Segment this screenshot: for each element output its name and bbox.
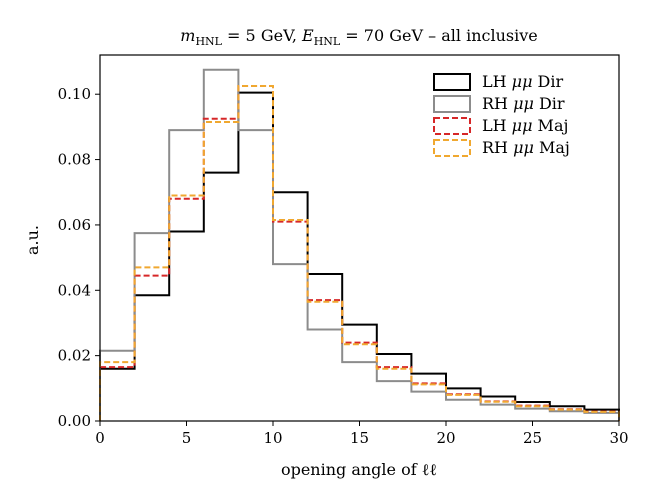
x-tick-label: 0	[95, 429, 105, 447]
series-lh-maj	[99, 85, 620, 421]
series-lh-dir	[99, 91, 620, 421]
title-e-subscript: HNL	[314, 35, 341, 48]
axes-frame	[99, 54, 620, 422]
legend-swatch	[433, 139, 471, 157]
legend-label: LH μμ Maj	[482, 116, 568, 135]
y-tick-label: 0.04	[58, 281, 91, 299]
ticks-layer: 0 5 10 15 20 25 30 0.00 0.02 0.04 0.06 0.08 0.10	[58, 85, 629, 447]
x-tick-label: 20	[436, 429, 455, 447]
title-e-symbol: E	[301, 26, 314, 45]
x-tick-label: 30	[609, 429, 628, 447]
x-tick-label: 5	[182, 429, 192, 447]
legend-label: LH μμ Dir	[482, 72, 564, 91]
legend-label: RH μμ Dir	[482, 94, 565, 113]
legend-swatch	[433, 95, 471, 113]
series-rh-maj	[99, 85, 620, 421]
title-m-symbol: m	[180, 26, 195, 45]
title-m-subscript: HNL	[195, 35, 222, 48]
title-m-value: = 5 GeV,	[222, 26, 302, 45]
y-tick-label: 0.10	[58, 85, 91, 103]
legend: LH μμ Dir RH μμ Dir LH μμ Maj RH μμ Maj	[433, 72, 570, 157]
y-tick-label: 0.02	[58, 347, 91, 365]
y-tick-label: 0.00	[58, 412, 91, 430]
y-tick-label: 0.06	[58, 216, 91, 234]
chart-title: mHNL = 5 GeV, EHNL = 70 GeV – all inclus…	[180, 26, 537, 48]
y-tick-label: 0.08	[58, 151, 91, 169]
y-axis-label: a.u.	[23, 225, 42, 255]
x-tick-label: 10	[263, 429, 282, 447]
series-layer	[99, 68, 620, 421]
x-tick-label: 15	[350, 429, 369, 447]
title-e-value: = 70 GeV – all inclusive	[340, 26, 538, 45]
series-rh-dir	[99, 68, 620, 421]
x-axis-label: opening angle of ℓℓ	[281, 460, 437, 479]
x-tick-label: 25	[523, 429, 542, 447]
legend-swatch	[433, 73, 471, 91]
legend-label: RH μμ Maj	[482, 138, 570, 157]
legend-swatch	[433, 117, 471, 135]
